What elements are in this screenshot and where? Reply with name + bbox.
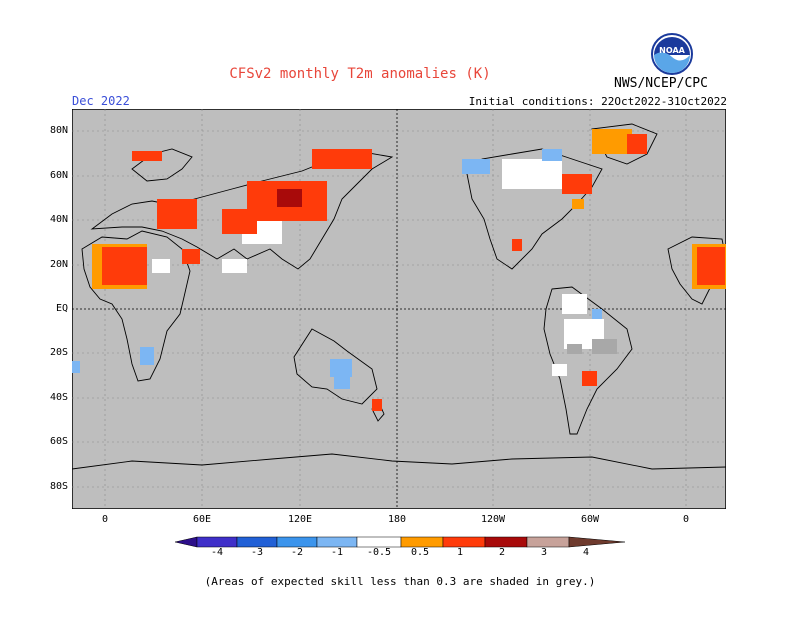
colorbar-label: -3 <box>250 547 264 558</box>
lon-label: 120W <box>480 514 506 525</box>
lon-label: 60E <box>192 514 212 525</box>
colorbar-high-arrow <box>568 536 626 548</box>
colorbar-label: 4 <box>582 547 590 558</box>
skill-footnote: (Areas of expected skill less than 0.3 a… <box>204 575 596 588</box>
lat-label: 80N <box>49 125 68 136</box>
colorbar-label: 1 <box>456 547 464 558</box>
lat-label: 40N <box>49 214 68 225</box>
colorbar-label: 3 <box>540 547 548 558</box>
organization-label: NWS/NCEP/CPC <box>614 76 708 91</box>
colorbar-label: 0.5 <box>410 547 430 558</box>
colorbar-label: -1 <box>330 547 344 558</box>
colorbar-label: -0.5 <box>366 547 392 558</box>
lat-label: 60N <box>49 170 68 181</box>
low-skill-patches <box>567 339 617 354</box>
noaa-logo: NOAA <box>651 33 693 75</box>
colorbar-low-arrow <box>175 536 198 548</box>
lon-label: 180 <box>387 514 407 525</box>
map-title: CFSv2 monthly T2m anomalies (K) <box>229 66 491 82</box>
lat-label: EQ <box>55 303 68 314</box>
initial-conditions: Initial conditions: 22Oct2022-31Oct2022 <box>468 95 727 108</box>
lat-label: 40S <box>49 392 68 403</box>
warm-anomalies <box>92 129 726 411</box>
colorbar-label: -4 <box>210 547 224 558</box>
colorbar <box>175 536 626 548</box>
lon-label: 0 <box>101 514 109 525</box>
lat-label: 20N <box>49 259 68 270</box>
map-background <box>72 109 726 509</box>
coastlines <box>72 123 726 470</box>
colorbar-label: 2 <box>498 547 506 558</box>
colorbar-label: -2 <box>290 547 304 558</box>
lat-label: 60S <box>49 436 68 447</box>
lon-label: 0 <box>682 514 690 525</box>
logo-text: NOAA <box>659 46 685 55</box>
lat-label: 20S <box>49 347 68 358</box>
lon-label: 120E <box>287 514 313 525</box>
anomaly-map <box>72 109 726 509</box>
cool-anomalies <box>72 149 602 389</box>
lat-label: 80S <box>49 481 68 492</box>
forecast-month: Dec 2022 <box>72 94 130 108</box>
lon-label: 60W <box>580 514 600 525</box>
